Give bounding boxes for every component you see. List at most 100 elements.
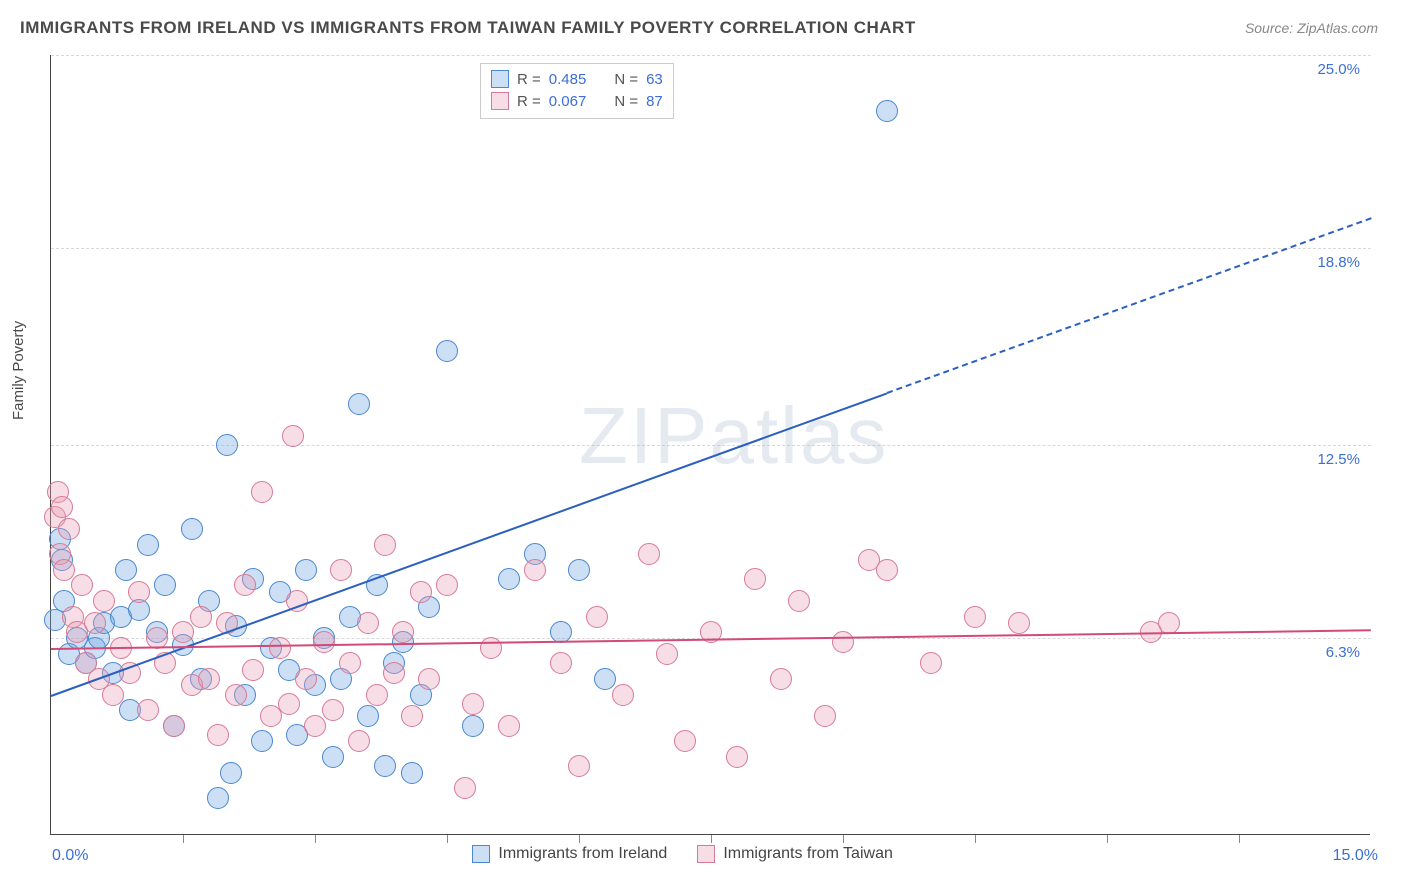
data-point: [744, 568, 766, 590]
n-value: 63: [646, 71, 663, 88]
r-value: 0.067: [549, 93, 587, 110]
r-label: R =: [517, 71, 541, 88]
stats-row: R =0.067N =87: [491, 90, 663, 112]
data-point: [462, 715, 484, 737]
x-tick-mark: [975, 835, 976, 843]
data-point: [198, 668, 220, 690]
data-point: [115, 559, 137, 581]
data-point: [586, 606, 608, 628]
data-point: [93, 590, 115, 612]
data-point: [102, 684, 124, 706]
data-point: [58, 518, 80, 540]
data-point: [251, 730, 273, 752]
legend-item: Immigrants from Taiwan: [697, 845, 893, 863]
data-point: [84, 612, 106, 634]
data-point: [524, 559, 546, 581]
data-point: [638, 543, 660, 565]
color-swatch: [491, 70, 509, 88]
source-attribution: Source: ZipAtlas.com: [1245, 20, 1378, 36]
data-point: [234, 574, 256, 596]
y-tick-label: 25.0%: [1317, 61, 1360, 78]
scatter-chart: ZIPatlas R =0.485N =63R =0.067N =87 6.3%…: [50, 55, 1370, 835]
data-point: [357, 612, 379, 634]
data-point: [357, 705, 379, 727]
data-point: [920, 652, 942, 674]
data-point: [568, 559, 590, 581]
data-point: [348, 393, 370, 415]
data-point: [454, 777, 476, 799]
data-point: [330, 559, 352, 581]
x-axis-max-label: 15.0%: [1333, 847, 1378, 865]
x-axis-min-label: 0.0%: [52, 847, 88, 865]
data-point: [51, 496, 73, 518]
x-tick-mark: [711, 835, 712, 843]
watermark: ZIPatlas: [579, 390, 888, 482]
data-point: [594, 668, 616, 690]
data-point: [71, 574, 93, 596]
data-point: [832, 631, 854, 653]
x-tick-mark: [843, 835, 844, 843]
legend-item: Immigrants from Ireland: [472, 845, 667, 863]
data-point: [568, 755, 590, 777]
x-tick-mark: [579, 835, 580, 843]
correlation-stats-box: R =0.485N =63R =0.067N =87: [480, 63, 674, 119]
data-point: [295, 559, 317, 581]
r-value: 0.485: [549, 71, 587, 88]
data-point: [251, 481, 273, 503]
stats-row: R = 0.485 N = 63: [491, 68, 663, 90]
data-point: [154, 574, 176, 596]
gridline: [51, 248, 1371, 249]
x-tick-mark: [1107, 835, 1108, 843]
data-point: [53, 559, 75, 581]
legend-label: Immigrants from Ireland: [498, 845, 667, 863]
data-point: [418, 668, 440, 690]
data-point: [498, 715, 520, 737]
data-point: [366, 684, 388, 706]
data-point: [656, 643, 678, 665]
data-point: [876, 100, 898, 122]
x-tick-mark: [315, 835, 316, 843]
data-point: [190, 606, 212, 628]
data-point: [304, 715, 326, 737]
watermark-thin: atlas: [709, 391, 888, 480]
data-point: [1008, 612, 1030, 634]
gridline: [51, 55, 1371, 56]
data-point: [436, 340, 458, 362]
legend-label: Immigrants from Taiwan: [723, 845, 893, 863]
color-swatch: [472, 845, 490, 863]
x-tick-mark: [447, 835, 448, 843]
data-point: [1158, 612, 1180, 634]
data-point: [383, 662, 405, 684]
data-point: [726, 746, 748, 768]
n-label: N =: [614, 71, 638, 88]
data-point: [436, 574, 458, 596]
r-label: R =: [517, 93, 541, 110]
series-legend: Immigrants from Ireland Immigrants from T…: [472, 845, 892, 863]
data-point: [674, 730, 696, 752]
data-point: [220, 762, 242, 784]
y-axis-label: Family Poverty: [10, 321, 27, 420]
data-point: [612, 684, 634, 706]
data-point: [278, 693, 300, 715]
data-point: [225, 684, 247, 706]
data-point: [128, 581, 150, 603]
data-point: [374, 755, 396, 777]
y-tick-label: 12.5%: [1317, 451, 1360, 468]
data-point: [137, 534, 159, 556]
data-point: [282, 425, 304, 447]
data-point: [339, 652, 361, 674]
trend-line: [887, 217, 1372, 394]
data-point: [550, 652, 572, 674]
y-tick-label: 6.3%: [1326, 644, 1360, 661]
data-point: [322, 699, 344, 721]
data-point: [207, 724, 229, 746]
data-point: [480, 637, 502, 659]
data-point: [163, 715, 185, 737]
data-point: [401, 762, 423, 784]
n-value: 87: [646, 93, 663, 110]
color-swatch: [697, 845, 715, 863]
data-point: [216, 434, 238, 456]
trend-line: [51, 392, 888, 697]
data-point: [876, 559, 898, 581]
data-point: [814, 705, 836, 727]
